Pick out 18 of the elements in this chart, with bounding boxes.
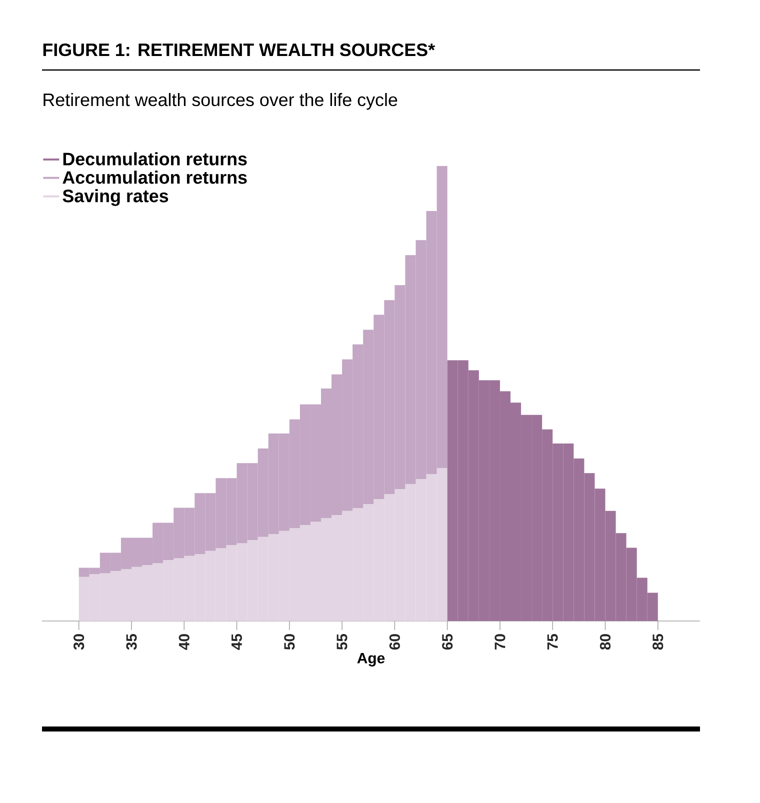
- chart-title: FIGURE 1: RETIREMENT WEALTH SOURCES*: [43, 43, 436, 56]
- x-tick-label: 45: [232, 634, 242, 650]
- x-tick-label: 70: [494, 634, 506, 650]
- legend-label: Decumulation returns: [63, 152, 247, 166]
- x-tick-label: 35: [126, 634, 137, 650]
- x-tick-label: 55: [336, 634, 348, 650]
- legend-label: Saving rates: [62, 189, 168, 206]
- x-tick-label: 65: [442, 634, 453, 650]
- x-tick-label: 60: [389, 634, 400, 650]
- x-tick-label: 40: [178, 634, 190, 650]
- x-tick-label: 75: [547, 634, 558, 650]
- x-tick-label: 85: [652, 634, 664, 650]
- x-tick-label: 80: [600, 634, 611, 650]
- x-tick-label: 30: [74, 634, 84, 650]
- chart-subtitle: Retirement wealth sources over the life cycle: [44, 93, 398, 110]
- x-tick-label: 50: [284, 634, 295, 650]
- legend-label: Accumulation returns: [62, 170, 247, 184]
- x-axis-title: Age: [357, 652, 385, 666]
